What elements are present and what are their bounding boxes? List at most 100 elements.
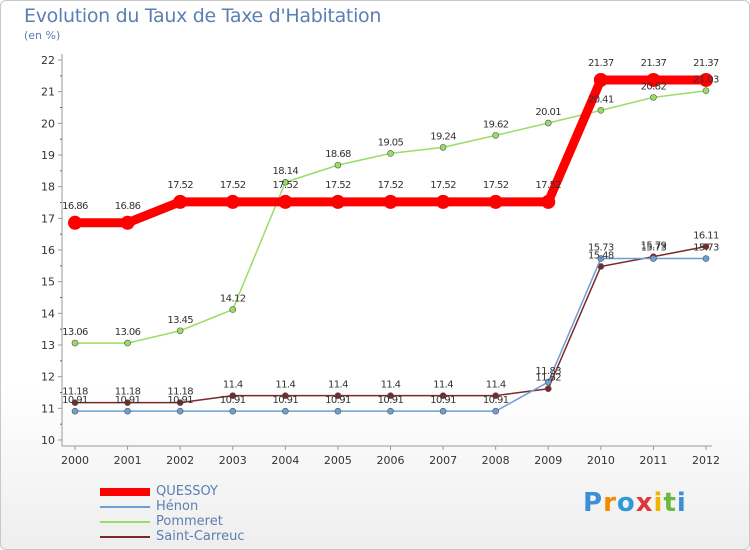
data-point-saint-carreuc [229,392,237,399]
data-label-henon: 15.73 [693,243,719,254]
data-point-quessoy [541,194,556,209]
x-tick-label: 2008 [482,454,510,467]
legend-label-saint-carreuc: Saint-Carreuc [156,529,245,544]
data-point-quessoy [330,194,345,209]
data-point-henon [334,407,342,415]
data-point-henon [176,407,184,415]
data-label-quessoy: 21.37 [641,58,667,69]
y-tick-label: 10 [41,434,55,447]
data-label-quessoy: 17.52 [430,180,456,191]
data-point-henon [124,407,131,415]
data-label-pommeret: 18.68 [325,149,351,160]
data-point-quessoy [593,72,608,87]
data-label-saint-carreuc: 11.18 [167,387,193,398]
data-label-saint-carreuc: 11.4 [275,380,295,391]
y-tick-label: 11 [41,402,55,415]
data-label-henon: 10.91 [483,395,509,406]
legend-swatch-pommeret [100,521,150,523]
data-point-quessoy [120,215,135,230]
x-tick-label: 2002 [166,454,194,467]
y-tick-label: 12 [41,371,55,384]
legend-swatch-henon [100,506,150,508]
data-point-pommeret [334,161,342,169]
data-point-pommeret [282,178,289,186]
y-tick-label: 16 [41,244,55,257]
data-label-saint-carreuc: 15.79 [641,241,667,252]
x-tick-label: 2007 [429,454,457,467]
logo-letter: o [616,488,636,518]
x-tick-label: 2010 [587,454,615,467]
data-label-pommeret: 19.05 [378,137,404,148]
data-label-henon: 10.91 [325,395,351,406]
data-label-henon: 15.73 [641,243,667,254]
y-tick-label: 17 [41,212,55,225]
logo-letter: t [663,488,677,518]
data-point-henon [229,407,237,415]
data-label-saint-carreuc: 11.4 [328,380,348,391]
data-point-henon [439,407,447,415]
y-tick-label: 19 [41,149,55,162]
y-tick-label: 20 [41,117,55,130]
data-point-pommeret [544,119,552,127]
data-label-pommeret: 20.01 [535,107,561,118]
data-label-quessoy: 17.52 [325,180,351,191]
data-point-saint-carreuc [124,399,131,406]
chart-title: Evolution du Taux de Taxe d'Habitation [24,5,382,27]
data-label-henon: 10.91 [378,395,404,406]
data-label-quessoy: 17.52 [167,180,193,191]
legend-label-pommeret: Pommeret [156,514,223,529]
data-point-pommeret [650,94,657,101]
data-label-pommeret: 19.24 [430,131,456,142]
data-point-saint-carreuc [387,392,394,399]
data-point-quessoy [646,72,661,87]
data-label-saint-carreuc: 15.48 [588,250,614,261]
data-label-quessoy: 16.86 [62,201,88,212]
data-point-henon [702,255,710,262]
x-tick-label: 2011 [639,454,667,467]
series-line-pommeret [74,89,707,344]
data-label-quessoy: 17.52 [483,180,509,191]
data-point-saint-carreuc [282,392,289,399]
data-label-quessoy: 17.52 [535,180,561,191]
data-point-quessoy [68,215,82,230]
data-label-henon: 10.91 [430,395,456,406]
y-tick-label: 14 [41,307,55,320]
data-point-henon [282,407,289,415]
x-tick-label: 2000 [61,454,89,467]
data-point-pommeret [71,339,79,347]
data-point-henon [597,255,605,262]
data-label-quessoy: 21.37 [693,58,719,69]
data-point-quessoy [436,194,451,209]
legend-label-quessoy: QUESSOY [156,484,218,499]
data-label-saint-carreuc: 11.18 [115,387,141,398]
data-label-henon: 11.83 [535,366,561,377]
data-label-pommeret: 20.41 [588,94,614,105]
data-label-pommeret: 13.06 [62,327,88,338]
data-point-saint-carreuc [71,399,79,406]
data-point-quessoy [488,194,503,209]
data-label-henon: 10.91 [220,395,246,406]
logo-letter: P [583,488,604,518]
chart-subtitle: (en %) [24,29,61,42]
proxiti-logo: Proxiti [583,488,687,518]
data-point-pommeret [597,107,605,114]
data-point-pommeret [492,132,499,139]
data-label-saint-carreuc: 16.11 [693,231,719,242]
data-point-henon [492,407,499,415]
data-label-quessoy: 21.37 [588,58,614,69]
data-point-henon [544,378,552,386]
data-point-quessoy [699,72,713,87]
data-label-henon: 10.91 [115,395,141,406]
data-point-saint-carreuc [439,392,447,399]
data-label-quessoy: 17.52 [378,180,404,191]
y-tick-label: 21 [41,86,55,99]
data-label-quessoy: 17.52 [220,180,246,191]
data-label-pommeret: 19.62 [483,119,509,130]
data-label-pommeret: 18.14 [273,166,299,177]
x-tick-label: 2005 [324,454,352,467]
legend-swatch-saint-carreuc [100,536,150,538]
y-tick-label: 13 [41,339,55,352]
y-tick-label: 22 [41,54,55,67]
logo-letter: r [603,488,617,518]
